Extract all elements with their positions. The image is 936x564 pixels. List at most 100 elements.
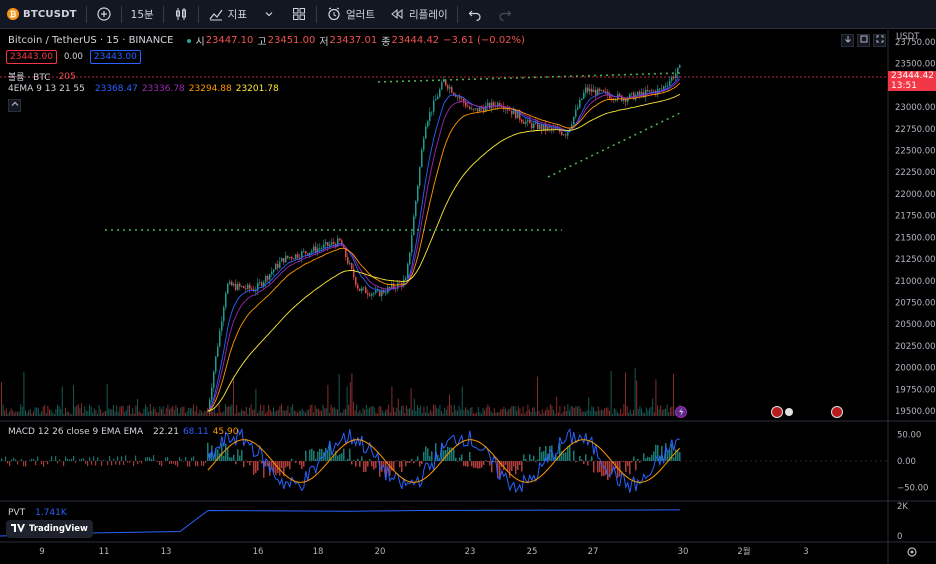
arrow-down-icon (844, 35, 852, 46)
candle-body (663, 86, 665, 89)
price-axis[interactable]: 23750.0023500.0023250.0023000.0022750.00… (895, 38, 936, 417)
macd-histogram-bar (195, 461, 197, 466)
countdown-value: 13:51 (891, 81, 917, 91)
macd-histogram-bar (177, 461, 179, 467)
macd-histogram-bar (443, 450, 445, 461)
resistance-trendline[interactable] (377, 72, 681, 83)
replay-button[interactable]: 리플레이 (382, 0, 455, 29)
volume-bar (327, 384, 329, 416)
currency-selector[interactable]: USDT (896, 32, 919, 42)
indicators-button[interactable]: 지표 (201, 0, 254, 29)
macd-histogram-bar (617, 461, 619, 478)
candle-body (517, 112, 519, 119)
macd-histogram-bar (181, 459, 183, 461)
pane-down-button[interactable] (841, 34, 854, 47)
candle-body (425, 126, 427, 139)
compare-button[interactable] (89, 0, 119, 29)
volume-bar (177, 407, 178, 416)
volume-bar (437, 408, 439, 416)
collapse-legend-button[interactable] (8, 99, 21, 112)
macd-histogram-bar (305, 450, 307, 461)
volume-bar (197, 413, 199, 416)
candle-body (493, 102, 495, 106)
macd-histogram-bar (247, 461, 249, 463)
volume-bar (148, 411, 150, 416)
macd-histogram-bar (463, 461, 465, 467)
chart-type-button[interactable] (166, 0, 196, 29)
indicators-dropdown[interactable] (254, 0, 284, 29)
macd-histogram-bar (187, 461, 189, 467)
us-flag-event-icon[interactable] (771, 406, 783, 418)
sell-price-button[interactable]: 23443.00 (6, 50, 57, 64)
volume-bar (84, 406, 86, 416)
volume-bar (637, 409, 639, 416)
time-tick-label: 2월 (737, 546, 750, 557)
candle-body (669, 80, 671, 86)
macd-histogram-bar (387, 461, 389, 463)
volume-bar (633, 410, 634, 416)
candle-body (433, 100, 435, 112)
macd-histogram-bar (579, 455, 581, 461)
chart-canvas[interactable]: 23750.00 23500.00 23 25 0.00 23000.00 22750.00… (0, 30, 936, 564)
volume-bar (92, 412, 94, 416)
undo-button[interactable] (460, 0, 490, 29)
candle-body (389, 286, 391, 288)
volume-bar (554, 413, 556, 416)
us-flag-event-icon[interactable] (831, 406, 843, 418)
pane-collapse-button[interactable] (857, 34, 870, 47)
macd-histogram-bar (283, 461, 285, 477)
time-tick-label: 18 (313, 547, 324, 557)
volume-bar (529, 409, 530, 416)
layout-icon (291, 6, 307, 22)
volume-bar (538, 410, 540, 416)
volume-bar (506, 411, 508, 416)
volume-bar (537, 376, 538, 416)
macd-histogram-bar (607, 461, 609, 480)
macd-histogram-bar (185, 456, 187, 461)
macd-histogram-bar (431, 451, 433, 461)
volume-bar (186, 411, 188, 416)
volume-bar (287, 405, 289, 416)
tradingview-logo[interactable]: TradingView (6, 520, 93, 538)
macd-histogram-bar (659, 455, 661, 461)
candle-body (419, 167, 421, 186)
macd-histogram-bar (161, 461, 163, 467)
symbol-button[interactable]: ₿ BTCUSDT (0, 0, 84, 29)
macd-histogram-bar (47, 461, 49, 465)
candle-body (311, 250, 313, 253)
us-flag-event-icon[interactable] (785, 408, 793, 416)
gear-icon[interactable] (907, 547, 917, 557)
macd-histogram-bar (5, 456, 7, 461)
buy-price-button[interactable]: 23443.00 (89, 50, 141, 64)
chart-area[interactable]: 23750.00 23500.00 23 25 0.00 23000.00 22750.00… (0, 30, 936, 564)
macd-axis[interactable]: 50.00 0.00 −50.00 (897, 430, 928, 493)
macd-histogram-bar (679, 452, 681, 461)
macd-histogram-bar (303, 461, 305, 467)
toolbar-divider (85, 5, 87, 23)
volume-bar (570, 406, 572, 416)
macd-histogram-bar (55, 456, 57, 461)
candle-body (405, 278, 407, 280)
support-trendline[interactable] (547, 112, 681, 178)
pvt-axis[interactable]: 2K 0 (897, 502, 908, 542)
layout-button[interactable] (284, 0, 314, 29)
macd-histogram-bar (1, 458, 3, 461)
pane-maximize-button[interactable] (873, 34, 886, 47)
interval-button[interactable]: 15분 (124, 0, 161, 29)
volume-bar (665, 408, 666, 416)
alert-button[interactable]: 얼러트 (319, 0, 382, 29)
volume-bar (489, 406, 490, 416)
volume-bar (519, 408, 521, 416)
volume-bar (282, 410, 284, 416)
volume-bar (413, 398, 415, 416)
volume-bar (36, 407, 38, 416)
candle-body (247, 284, 249, 289)
macd-histogram-bar (11, 459, 13, 461)
time-axis[interactable]: 9 11 13 16 18 20 23 25 27 30 2월 3 (39, 546, 808, 557)
volume-bar (37, 407, 39, 416)
redo-button[interactable] (490, 0, 520, 29)
volume-bar (458, 405, 460, 416)
candle-body (391, 283, 393, 288)
volume-bar (452, 412, 454, 416)
